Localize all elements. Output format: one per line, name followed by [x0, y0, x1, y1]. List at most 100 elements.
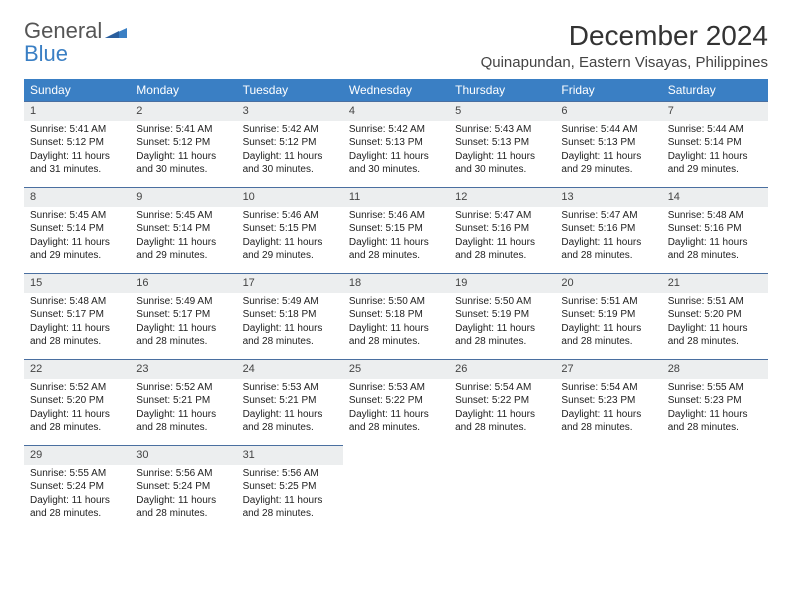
- day-details: Sunrise: 5:53 AMSunset: 5:21 PMDaylight:…: [237, 379, 343, 439]
- weekday-header: Sunday: [24, 79, 130, 101]
- weekday-header: Wednesday: [343, 79, 449, 101]
- calendar-cell: 30Sunrise: 5:56 AMSunset: 5:24 PMDayligh…: [130, 445, 236, 531]
- day-details: Sunrise: 5:52 AMSunset: 5:20 PMDaylight:…: [24, 379, 130, 439]
- daylight-line2: and 28 minutes.: [30, 507, 124, 521]
- sunrise-line: Sunrise: 5:50 AM: [349, 295, 443, 309]
- daylight-line: Daylight: 11 hours: [455, 322, 549, 336]
- calendar-cell: 3Sunrise: 5:42 AMSunset: 5:12 PMDaylight…: [237, 101, 343, 187]
- calendar-cell: 23Sunrise: 5:52 AMSunset: 5:21 PMDayligh…: [130, 359, 236, 445]
- sunrise-line: Sunrise: 5:53 AM: [349, 381, 443, 395]
- sunrise-line: Sunrise: 5:49 AM: [243, 295, 337, 309]
- day-details: Sunrise: 5:55 AMSunset: 5:23 PMDaylight:…: [662, 379, 768, 439]
- daylight-line2: and 28 minutes.: [455, 421, 549, 435]
- daylight-line2: and 28 minutes.: [455, 249, 549, 263]
- calendar-cell: 14Sunrise: 5:48 AMSunset: 5:16 PMDayligh…: [662, 187, 768, 273]
- sunrise-line: Sunrise: 5:42 AM: [243, 123, 337, 137]
- day-number: 27: [555, 359, 661, 379]
- daylight-line: Daylight: 11 hours: [349, 236, 443, 250]
- calendar-cell: [449, 445, 555, 531]
- weekday-header: Tuesday: [237, 79, 343, 101]
- calendar-cell: 15Sunrise: 5:48 AMSunset: 5:17 PMDayligh…: [24, 273, 130, 359]
- calendar-cell: 9Sunrise: 5:45 AMSunset: 5:14 PMDaylight…: [130, 187, 236, 273]
- day-details: Sunrise: 5:45 AMSunset: 5:14 PMDaylight:…: [24, 207, 130, 267]
- daylight-line2: and 29 minutes.: [243, 249, 337, 263]
- daylight-line2: and 28 minutes.: [136, 335, 230, 349]
- sunset-line: Sunset: 5:16 PM: [561, 222, 655, 236]
- day-details: Sunrise: 5:48 AMSunset: 5:17 PMDaylight:…: [24, 293, 130, 353]
- daylight-line: Daylight: 11 hours: [561, 150, 655, 164]
- day-details: Sunrise: 5:56 AMSunset: 5:25 PMDaylight:…: [237, 465, 343, 525]
- calendar-cell: 6Sunrise: 5:44 AMSunset: 5:13 PMDaylight…: [555, 101, 661, 187]
- sunset-line: Sunset: 5:12 PM: [30, 136, 124, 150]
- daylight-line: Daylight: 11 hours: [668, 322, 762, 336]
- day-details: Sunrise: 5:54 AMSunset: 5:23 PMDaylight:…: [555, 379, 661, 439]
- sunrise-line: Sunrise: 5:45 AM: [30, 209, 124, 223]
- sunset-line: Sunset: 5:16 PM: [668, 222, 762, 236]
- sunrise-line: Sunrise: 5:54 AM: [455, 381, 549, 395]
- daylight-line2: and 28 minutes.: [243, 421, 337, 435]
- day-details: Sunrise: 5:45 AMSunset: 5:14 PMDaylight:…: [130, 207, 236, 267]
- day-number: 9: [130, 187, 236, 207]
- sunset-line: Sunset: 5:24 PM: [136, 480, 230, 494]
- day-details: Sunrise: 5:51 AMSunset: 5:20 PMDaylight:…: [662, 293, 768, 353]
- daylight-line: Daylight: 11 hours: [455, 408, 549, 422]
- sunrise-line: Sunrise: 5:47 AM: [455, 209, 549, 223]
- sunset-line: Sunset: 5:23 PM: [668, 394, 762, 408]
- day-number: 3: [237, 101, 343, 121]
- logo-flag-icon: [105, 22, 127, 43]
- sunrise-line: Sunrise: 5:55 AM: [30, 467, 124, 481]
- calendar-cell: 24Sunrise: 5:53 AMSunset: 5:21 PMDayligh…: [237, 359, 343, 445]
- sunrise-line: Sunrise: 5:41 AM: [136, 123, 230, 137]
- sunset-line: Sunset: 5:22 PM: [455, 394, 549, 408]
- day-number: 19: [449, 273, 555, 293]
- sunset-line: Sunset: 5:18 PM: [243, 308, 337, 322]
- day-number: 13: [555, 187, 661, 207]
- daylight-line2: and 30 minutes.: [243, 163, 337, 177]
- calendar-row: 29Sunrise: 5:55 AMSunset: 5:24 PMDayligh…: [24, 445, 768, 531]
- logo-text-general: General: [24, 18, 102, 43]
- daylight-line: Daylight: 11 hours: [668, 236, 762, 250]
- day-number: 6: [555, 101, 661, 121]
- day-details: Sunrise: 5:50 AMSunset: 5:18 PMDaylight:…: [343, 293, 449, 353]
- daylight-line: Daylight: 11 hours: [30, 236, 124, 250]
- day-number: 8: [24, 187, 130, 207]
- daylight-line: Daylight: 11 hours: [136, 150, 230, 164]
- day-number: 23: [130, 359, 236, 379]
- day-number: 4: [343, 101, 449, 121]
- weekday-header: Thursday: [449, 79, 555, 101]
- day-details: Sunrise: 5:52 AMSunset: 5:21 PMDaylight:…: [130, 379, 236, 439]
- location-text: Quinapundan, Eastern Visayas, Philippine…: [481, 54, 768, 71]
- day-details: Sunrise: 5:55 AMSunset: 5:24 PMDaylight:…: [24, 465, 130, 525]
- sunrise-line: Sunrise: 5:42 AM: [349, 123, 443, 137]
- day-details: Sunrise: 5:42 AMSunset: 5:13 PMDaylight:…: [343, 121, 449, 181]
- daylight-line: Daylight: 11 hours: [455, 236, 549, 250]
- daylight-line: Daylight: 11 hours: [243, 150, 337, 164]
- daylight-line2: and 30 minutes.: [455, 163, 549, 177]
- day-details: Sunrise: 5:41 AMSunset: 5:12 PMDaylight:…: [130, 121, 236, 181]
- daylight-line2: and 28 minutes.: [243, 335, 337, 349]
- sunset-line: Sunset: 5:18 PM: [349, 308, 443, 322]
- sunset-line: Sunset: 5:21 PM: [243, 394, 337, 408]
- sunset-line: Sunset: 5:13 PM: [349, 136, 443, 150]
- sunset-line: Sunset: 5:13 PM: [561, 136, 655, 150]
- sunrise-line: Sunrise: 5:43 AM: [455, 123, 549, 137]
- daylight-line2: and 28 minutes.: [668, 335, 762, 349]
- sunset-line: Sunset: 5:25 PM: [243, 480, 337, 494]
- sunset-line: Sunset: 5:24 PM: [30, 480, 124, 494]
- daylight-line: Daylight: 11 hours: [349, 150, 443, 164]
- sunrise-line: Sunrise: 5:46 AM: [243, 209, 337, 223]
- sunrise-line: Sunrise: 5:49 AM: [136, 295, 230, 309]
- daylight-line2: and 29 minutes.: [668, 163, 762, 177]
- day-details: Sunrise: 5:51 AMSunset: 5:19 PMDaylight:…: [555, 293, 661, 353]
- day-number: 12: [449, 187, 555, 207]
- sunrise-line: Sunrise: 5:52 AM: [136, 381, 230, 395]
- calendar-cell: 20Sunrise: 5:51 AMSunset: 5:19 PMDayligh…: [555, 273, 661, 359]
- day-details: Sunrise: 5:46 AMSunset: 5:15 PMDaylight:…: [237, 207, 343, 267]
- daylight-line2: and 29 minutes.: [561, 163, 655, 177]
- daylight-line: Daylight: 11 hours: [561, 322, 655, 336]
- day-number: 26: [449, 359, 555, 379]
- daylight-line2: and 28 minutes.: [243, 507, 337, 521]
- sunrise-line: Sunrise: 5:53 AM: [243, 381, 337, 395]
- calendar-cell: 4Sunrise: 5:42 AMSunset: 5:13 PMDaylight…: [343, 101, 449, 187]
- calendar-cell: 25Sunrise: 5:53 AMSunset: 5:22 PMDayligh…: [343, 359, 449, 445]
